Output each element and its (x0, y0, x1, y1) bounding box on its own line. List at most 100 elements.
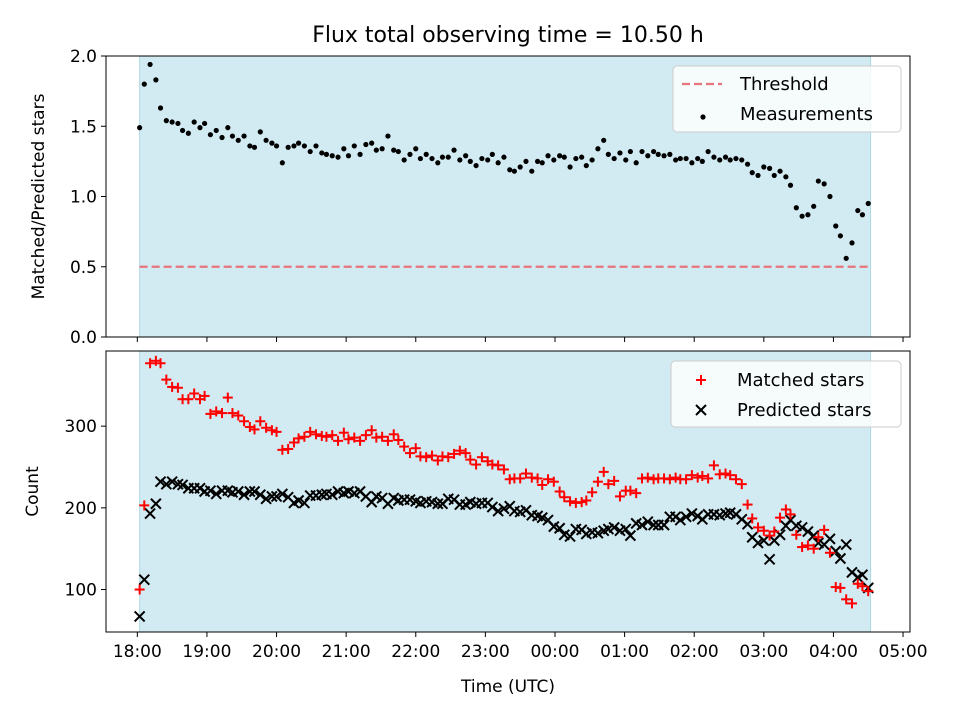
predicted-point (270, 490, 283, 503)
matched-point (532, 473, 543, 484)
predicted-point (752, 537, 764, 549)
predicted-point (796, 521, 808, 534)
measurement-point (301, 143, 307, 149)
legend-x-mark (695, 404, 707, 416)
measurement-point (821, 181, 827, 187)
predicted-point (807, 529, 820, 542)
matched-point (537, 479, 548, 490)
measurement-point (225, 125, 231, 131)
predicted-point (133, 610, 146, 623)
count-legend: Matched stars Predicted stars (670, 360, 902, 428)
matched-point (791, 529, 802, 540)
measurement-point (147, 61, 153, 68)
matched-point (427, 450, 438, 461)
matched-point (189, 388, 200, 399)
matched-point (476, 452, 487, 463)
predicted-point (680, 511, 692, 523)
matched-point (515, 473, 526, 484)
measurement-point (633, 160, 639, 166)
matched-point (321, 431, 332, 442)
matched-point (753, 522, 764, 533)
measurement-point (811, 203, 817, 209)
matched-point (797, 542, 808, 553)
matched-stars-series (134, 355, 874, 609)
measurement-point (291, 143, 297, 149)
matched-point (819, 524, 830, 535)
matched-point (355, 435, 366, 446)
matched-point (227, 408, 238, 419)
measurement-point (379, 146, 385, 152)
measurement-point (473, 162, 479, 169)
measurement-point (185, 130, 191, 136)
predicted-point (658, 519, 670, 531)
measurement-point (705, 148, 711, 155)
measurement-point (805, 212, 811, 218)
matched-point (576, 497, 587, 508)
measurements-series (137, 61, 871, 261)
matched-point (625, 485, 636, 496)
measurement-point (479, 155, 485, 162)
matched-point (686, 470, 697, 481)
legend-measurements-symbol (700, 114, 706, 120)
matched-point (587, 487, 598, 498)
matched-point (846, 598, 857, 609)
measurement-point (843, 255, 849, 261)
matched-point (261, 422, 272, 433)
matched-point (205, 408, 216, 419)
measurement-point (369, 140, 375, 146)
measurement-point (815, 178, 821, 184)
measurement-point (579, 154, 585, 160)
matched-point (255, 416, 266, 427)
matched-point (471, 459, 482, 470)
measurement-point (335, 154, 341, 160)
measurement-point (777, 168, 783, 174)
matched-point (266, 425, 277, 436)
measurement-point (257, 129, 263, 135)
measurement-point (511, 168, 517, 174)
measurement-point (457, 157, 463, 163)
matched-point (559, 492, 570, 503)
measurement-point (695, 155, 701, 162)
measurement-point (285, 144, 291, 150)
measurement-point (467, 158, 473, 164)
matched-point (614, 491, 625, 502)
measurement-point (733, 155, 739, 162)
matched-point (249, 424, 260, 435)
measurement-point (495, 160, 501, 166)
measurement-point (573, 155, 579, 162)
matched-point (631, 488, 642, 499)
measurement-point (363, 141, 369, 148)
matched-point (327, 430, 338, 441)
predicted-stars-series (133, 475, 874, 623)
matched-point (581, 495, 592, 506)
measurement-point (611, 155, 617, 162)
measurement-point (413, 146, 419, 152)
measurement-point (351, 143, 357, 149)
matched-point (520, 468, 531, 479)
y-tick-label: 1.5 (70, 117, 97, 137)
measurement-point (137, 125, 143, 131)
measurement-point (279, 160, 285, 166)
measurement-point (247, 143, 253, 149)
measurement-point (523, 158, 529, 164)
measurement-point (323, 151, 330, 157)
matched-point (333, 435, 344, 446)
measurement-point (357, 151, 363, 157)
measurement-point (583, 162, 589, 169)
matched-point (393, 435, 404, 446)
predicted-point (647, 519, 660, 531)
matched-point (692, 472, 703, 483)
measurement-point (329, 153, 335, 159)
matched-point (134, 584, 145, 595)
measurement-point (534, 158, 541, 164)
predicted-point (326, 489, 338, 501)
ratio-panel: 0.00.51.01.52.0 Matched/Predicted stars … (29, 47, 911, 348)
measurement-point (463, 153, 469, 159)
measurement-point (313, 143, 319, 149)
measurement-point (545, 153, 551, 159)
measurement-point (445, 154, 451, 160)
measurement-point (295, 140, 302, 146)
measurement-point (837, 233, 843, 239)
measurement-point (661, 153, 667, 159)
measurement-point (655, 151, 661, 157)
